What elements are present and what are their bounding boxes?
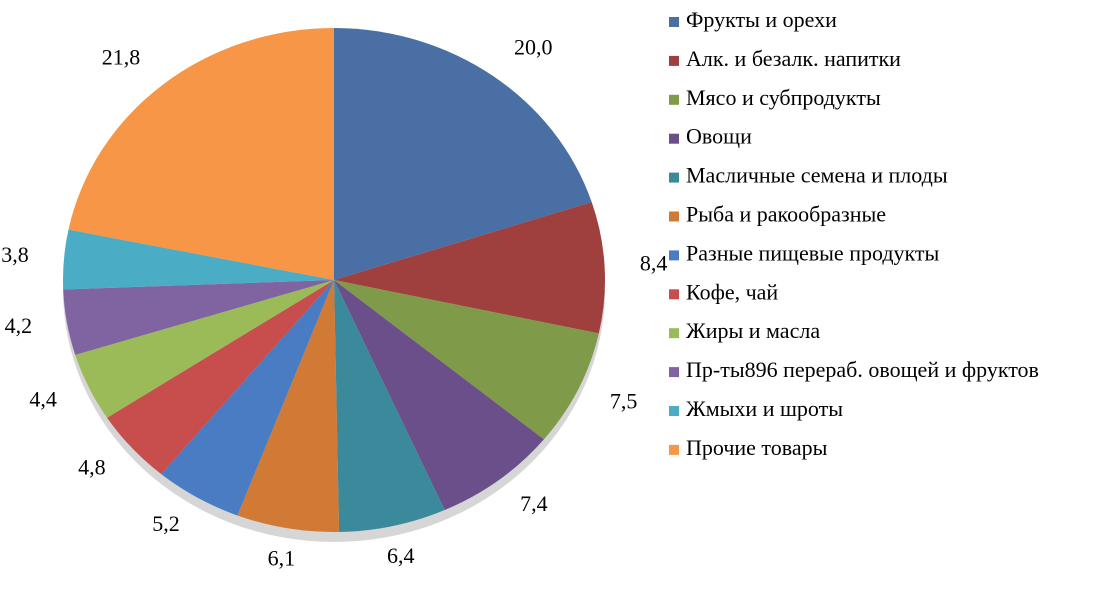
legend-swatch [669,289,679,300]
pie-slice [161,280,334,516]
data-label: 4,4 [29,386,57,411]
legend-label: Жиры и масла [686,318,820,343]
data-label: 5,2 [152,511,180,536]
data-label: 20,0 [514,35,553,60]
pie-slice [334,280,445,532]
data-label: 4,2 [5,313,33,338]
legend-swatch [669,172,679,183]
legend-swatch [669,17,679,27]
legend-swatch [669,94,679,105]
pie-slice [63,229,335,290]
legend-swatch [669,367,679,378]
legend-swatch [669,250,679,261]
legend-swatch [669,406,679,416]
legend-swatch [669,55,679,66]
data-label: 4,8 [78,455,106,480]
legend-label: Жмыхи и шроты [686,396,843,421]
legend-swatch [669,133,679,144]
pie-slice [107,280,334,475]
legend-label: Мясо и субпродукты [686,85,881,110]
data-label: 8,4 [640,251,668,276]
legend-label: Прочие товары [686,435,828,460]
pie-slice [63,280,334,355]
data-label: 3,8 [1,242,29,267]
data-label: 7,4 [520,491,548,516]
data-label: 6,1 [268,546,296,571]
data-label: 7,5 [610,389,638,414]
legend-label: Разные пищевые продукты [686,240,940,265]
legend-label: Алк. и безалк. напитки [686,46,901,71]
legend-label: Кофе, чай [686,279,778,304]
pie-slice [75,280,335,418]
data-label: 6,4 [387,543,415,568]
pie-slice [334,28,592,280]
pie-slice [237,280,340,532]
pie-slice [334,280,544,510]
legend-label: Пр-ты896 переpаб. овощей и фруктов [686,357,1039,382]
legend-label: Фрукты и орехи [686,7,837,32]
legend-label: Рыба и ракообразные [686,202,886,227]
legend-swatch [669,444,679,455]
legend-label: Масличные семена и плоды [686,163,948,188]
pie-slice [334,202,606,334]
pie-slice [334,280,599,440]
legend-swatch [669,328,679,339]
legend-swatch [669,211,679,222]
legend-label: Овощи [686,124,752,149]
pie-slice [68,28,334,280]
data-label: 21,8 [102,44,141,69]
